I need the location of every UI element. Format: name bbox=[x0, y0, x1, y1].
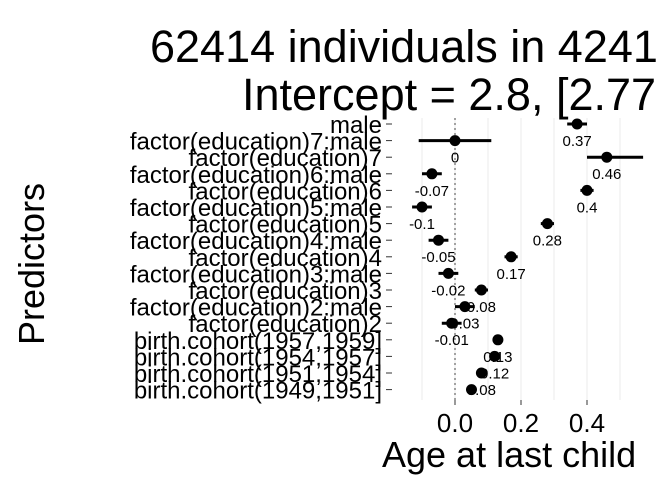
x-tick-label: 0.4 bbox=[569, 408, 605, 438]
predictor-label: birth.cohort(1949,1951] bbox=[134, 378, 382, 405]
predictor-label: factor(education)5 bbox=[189, 212, 382, 239]
estimate-point bbox=[459, 301, 471, 313]
estimate-point bbox=[475, 367, 487, 379]
y-axis-label: Predictors bbox=[11, 183, 52, 345]
estimate-label: -0.01 bbox=[435, 332, 469, 349]
predictor-label: factor(education)4 bbox=[189, 245, 382, 272]
chart-title-line-2: Intercept = 2.8, [2.77 bbox=[242, 69, 656, 120]
estimate-label: 0.08 bbox=[467, 299, 496, 316]
x-axis-label: Age at last child bbox=[382, 434, 636, 475]
estimate-label: 0.46 bbox=[592, 166, 621, 183]
x-tick-label: 0.2 bbox=[503, 408, 539, 438]
estimate-label: -0.05 bbox=[421, 249, 455, 266]
estimate-point bbox=[475, 284, 487, 296]
estimate-label: 0.12 bbox=[480, 365, 509, 382]
predictor-label: birth.cohort(1951,1954] bbox=[134, 361, 382, 388]
chart-title-line-1: 62414 individuals in 4241 bbox=[150, 21, 658, 72]
predictor-label: factor(education)6 bbox=[189, 178, 382, 205]
x-axis-ticks: 0.0 0.2 0.4 bbox=[437, 400, 605, 438]
predictor-label: factor(education)7:male bbox=[130, 129, 382, 156]
estimate-point bbox=[541, 218, 553, 230]
estimate-label: 0.37 bbox=[562, 133, 591, 150]
estimate-point bbox=[492, 334, 504, 346]
estimate-label: 0 bbox=[451, 150, 459, 167]
x-tick-label: 0.0 bbox=[437, 408, 473, 438]
estimate-labels: 0.3700.46-0.070.4-0.10.28-0.050.17-0.020… bbox=[409, 133, 621, 399]
estimate-point bbox=[581, 184, 593, 196]
predictor-labels: malefactor(education)7:malefactor(educat… bbox=[130, 112, 392, 405]
estimate-point bbox=[442, 267, 454, 279]
estimate-label: 0.13 bbox=[483, 349, 512, 366]
predictor-label: factor(education)4:male bbox=[130, 228, 382, 255]
predictor-label: factor(education)3 bbox=[189, 278, 382, 305]
predictor-label: factor(education)3:male bbox=[130, 261, 382, 288]
predictor-label: factor(education)2:male bbox=[130, 295, 382, 322]
estimate-point bbox=[601, 151, 613, 163]
estimate-label: 0.08 bbox=[467, 382, 496, 399]
predictor-label: factor(education)5:male bbox=[130, 195, 382, 222]
predictor-label: factor(education)2 bbox=[189, 311, 382, 338]
predictor-label: factor(education)6:male bbox=[130, 162, 382, 189]
predictor-label: male bbox=[330, 112, 382, 139]
estimate-point bbox=[571, 118, 583, 130]
estimate-point bbox=[505, 251, 517, 263]
predictor-label: birth.cohort(1957,1959] bbox=[134, 328, 382, 355]
estimate-point bbox=[416, 201, 428, 213]
estimate-marks bbox=[412, 118, 644, 396]
estimate-point bbox=[489, 350, 501, 362]
estimate-point bbox=[426, 168, 438, 180]
estimate-label: -0.1 bbox=[409, 216, 435, 233]
estimate-label: 0.17 bbox=[496, 266, 525, 283]
predictor-label: factor(education)7 bbox=[189, 145, 382, 172]
estimate-label: 0.03 bbox=[450, 316, 479, 333]
estimate-label: 0.28 bbox=[533, 233, 562, 250]
predictor-label: birth.cohort(1954,1957] bbox=[134, 344, 382, 371]
estimate-label: -0.02 bbox=[431, 282, 465, 299]
estimate-label: 0.4 bbox=[577, 199, 598, 216]
estimate-label: -0.07 bbox=[415, 183, 449, 200]
estimate-point bbox=[446, 317, 458, 329]
estimate-point bbox=[433, 234, 444, 246]
estimate-point bbox=[466, 384, 477, 396]
estimate-point bbox=[449, 135, 461, 147]
